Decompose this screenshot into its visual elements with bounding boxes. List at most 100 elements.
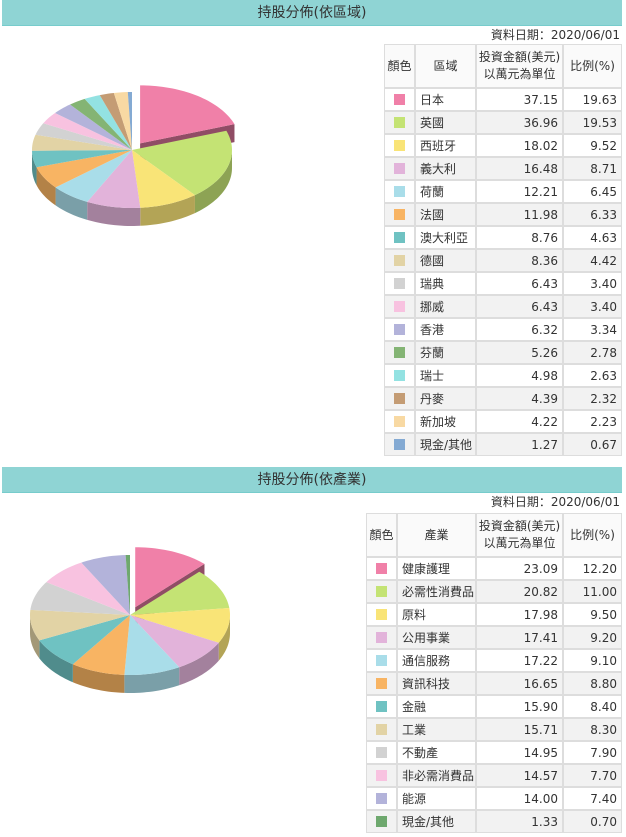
row-amount: 17.22 bbox=[476, 649, 563, 672]
row-percent: 12.20 bbox=[563, 557, 622, 580]
row-percent: 0.67 bbox=[563, 433, 622, 456]
color-cell bbox=[366, 649, 397, 672]
swatch bbox=[394, 163, 405, 174]
swatch bbox=[394, 140, 405, 151]
pie-slice bbox=[70, 98, 132, 150]
color-cell bbox=[384, 318, 415, 341]
row-amount: 15.90 bbox=[476, 695, 563, 718]
row-amount: 1.33 bbox=[476, 810, 563, 833]
row-name: 法國 bbox=[415, 203, 476, 226]
row-percent: 7.40 bbox=[563, 787, 622, 810]
header-amount-cell: 投資金額(美元) 以萬元為單位 bbox=[476, 513, 563, 557]
color-cell bbox=[366, 626, 397, 649]
row-percent: 19.53 bbox=[563, 111, 622, 134]
row-name: 原料 bbox=[397, 603, 476, 626]
row-name: 現金/其他 bbox=[415, 433, 476, 456]
row-amount: 8.76 bbox=[476, 226, 563, 249]
pie-slice bbox=[130, 608, 230, 643]
pie-slice bbox=[127, 92, 132, 150]
row-percent: 7.90 bbox=[563, 741, 622, 764]
pie-slice bbox=[132, 130, 232, 196]
pie-slice-side bbox=[36, 167, 56, 206]
pie-slice-side bbox=[218, 615, 230, 661]
color-cell bbox=[384, 203, 415, 226]
swatch bbox=[394, 94, 405, 105]
color-cell bbox=[366, 603, 397, 626]
color-cell bbox=[366, 741, 397, 764]
color-cell bbox=[384, 134, 415, 157]
row-percent: 9.52 bbox=[563, 134, 622, 157]
pie-slice bbox=[130, 615, 219, 668]
row-amount: 11.98 bbox=[476, 203, 563, 226]
row-amount: 4.22 bbox=[476, 410, 563, 433]
row-name: 丹麥 bbox=[415, 387, 476, 410]
row-name: 健康護理 bbox=[397, 557, 476, 580]
header-name-cell: 區域 bbox=[415, 44, 476, 88]
row-percent: 8.80 bbox=[563, 672, 622, 695]
pie-slice-side bbox=[55, 187, 88, 220]
pie-slice bbox=[81, 555, 130, 615]
row-amount: 12.21 bbox=[476, 180, 563, 203]
row-amount: 20.82 bbox=[476, 580, 563, 603]
row-percent: 6.33 bbox=[563, 203, 622, 226]
swatch bbox=[376, 816, 387, 827]
row-percent: 2.78 bbox=[563, 341, 622, 364]
swatch bbox=[394, 255, 405, 266]
row-amount: 16.48 bbox=[476, 157, 563, 180]
header-name-cell: 產業 bbox=[397, 513, 476, 557]
swatch bbox=[394, 393, 405, 404]
row-name: 必需性消費品 bbox=[397, 580, 476, 603]
color-cell bbox=[384, 272, 415, 295]
pie-slice-side bbox=[194, 150, 232, 214]
swatch bbox=[394, 278, 405, 289]
row-percent: 2.32 bbox=[563, 387, 622, 410]
pie-slice bbox=[43, 112, 132, 150]
pie-slice bbox=[32, 134, 133, 151]
swatch bbox=[376, 586, 387, 597]
pie-slice-side bbox=[32, 150, 37, 186]
pie-slice bbox=[46, 562, 130, 615]
row-name: 資訊科技 bbox=[397, 672, 476, 695]
header-amount: 以萬元為單位 bbox=[483, 536, 556, 550]
color-cell bbox=[384, 387, 415, 410]
pie-slice bbox=[84, 95, 132, 150]
row-name: 西班牙 bbox=[415, 134, 476, 157]
header-color: 顏色 bbox=[369, 527, 394, 542]
row-name: 現金/其他 bbox=[397, 810, 476, 833]
swatch bbox=[376, 793, 387, 804]
row-amount: 17.98 bbox=[476, 603, 563, 626]
row-percent: 8.71 bbox=[563, 157, 622, 180]
row-name: 義大利 bbox=[415, 157, 476, 180]
header-color-cell: 顏色 bbox=[366, 513, 397, 557]
header-percent: 比例(%) bbox=[570, 58, 615, 73]
row-percent: 9.20 bbox=[563, 626, 622, 649]
row-amount: 17.41 bbox=[476, 626, 563, 649]
color-cell bbox=[366, 580, 397, 603]
pie-slice bbox=[113, 92, 132, 150]
color-cell bbox=[384, 295, 415, 318]
color-cell bbox=[366, 764, 397, 787]
row-amount: 14.95 bbox=[476, 741, 563, 764]
color-cell bbox=[366, 695, 397, 718]
pie-slice-side bbox=[87, 201, 141, 226]
row-percent: 3.40 bbox=[563, 295, 622, 318]
row-amount: 6.32 bbox=[476, 318, 563, 341]
row-amount: 14.00 bbox=[476, 787, 563, 810]
color-cell bbox=[384, 157, 415, 180]
swatch bbox=[394, 209, 405, 220]
row-name: 金融 bbox=[397, 695, 476, 718]
row-percent: 8.30 bbox=[563, 718, 622, 741]
row-name: 荷蘭 bbox=[415, 180, 476, 203]
color-cell bbox=[366, 787, 397, 810]
row-amount: 6.43 bbox=[476, 272, 563, 295]
row-percent: 4.42 bbox=[563, 249, 622, 272]
color-cell bbox=[366, 718, 397, 741]
row-percent: 0.70 bbox=[563, 810, 622, 833]
header-amount-cell: 投資金額(美元) 以萬元為單位 bbox=[476, 44, 563, 88]
swatch bbox=[394, 324, 405, 335]
pie-slice bbox=[132, 150, 195, 208]
pie-slice bbox=[125, 555, 130, 615]
swatch bbox=[376, 609, 387, 620]
row-percent: 8.40 bbox=[563, 695, 622, 718]
